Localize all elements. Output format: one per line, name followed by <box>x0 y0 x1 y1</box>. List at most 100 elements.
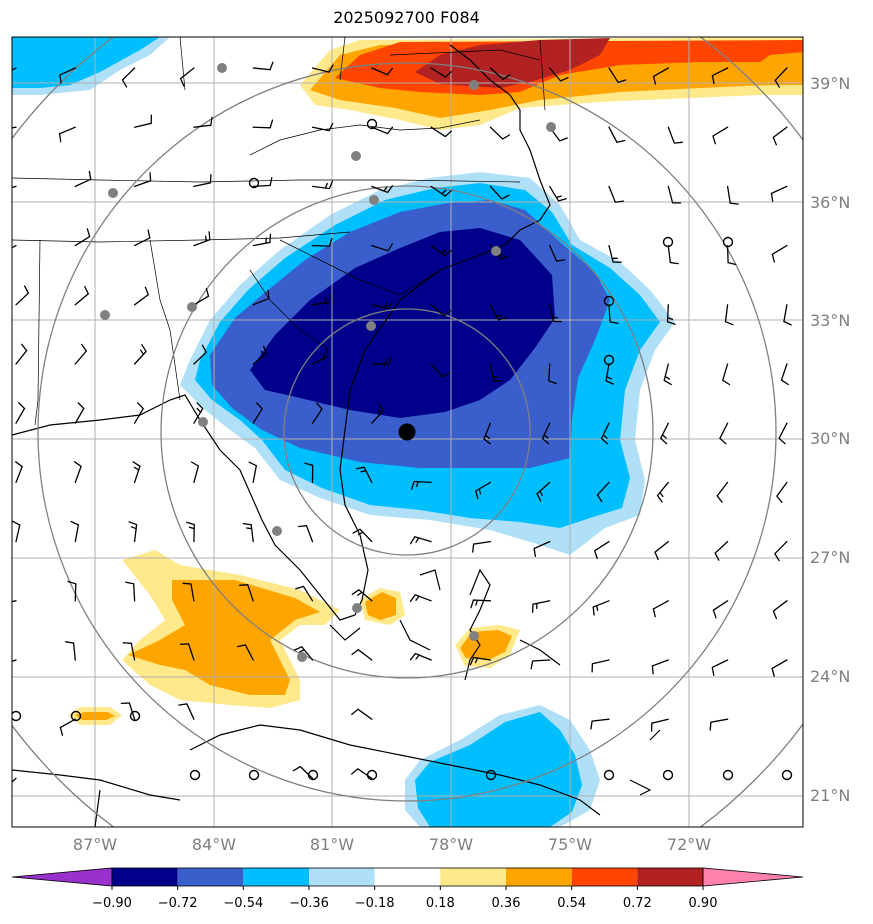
colorbar-tick-label: 0.90 <box>689 896 718 911</box>
wind-barb <box>596 481 610 503</box>
wind-barb <box>605 363 614 385</box>
wind-barb <box>430 304 452 317</box>
wind-barb <box>474 481 492 500</box>
wind-barb <box>133 344 147 365</box>
wind-barb <box>12 520 21 543</box>
wind-barb <box>549 126 568 142</box>
wind-barb <box>771 244 788 263</box>
wind-barb <box>371 356 392 366</box>
wind-barb <box>371 67 394 76</box>
calm-markers <box>12 118 793 781</box>
wind-barb <box>12 777 17 783</box>
wind-barb <box>12 600 17 603</box>
wind-barb <box>714 540 729 561</box>
wind-barb <box>590 718 610 730</box>
colorbar-tick-label: 0.72 <box>623 896 652 911</box>
wind-barb <box>311 64 334 73</box>
wind-barb <box>297 525 314 543</box>
wind-barb <box>608 67 627 84</box>
wind-barb <box>724 304 734 326</box>
lon-label: 78°W <box>429 835 473 854</box>
wind-barb <box>242 522 254 543</box>
colorbar-segment <box>374 868 441 886</box>
lat-label: 27°N <box>810 548 850 567</box>
lon-labels: 87°W 84°W 81°W 78°W 75°W 72°W <box>73 835 711 854</box>
wind-barb <box>489 185 510 200</box>
wind-barb <box>712 600 729 619</box>
lon-label: 81°W <box>310 835 354 854</box>
lon-label: 72°W <box>667 835 711 854</box>
colorbar-segment <box>243 868 309 886</box>
wind-barb <box>778 422 788 445</box>
wind-barb <box>295 585 314 602</box>
wind-barb <box>780 363 789 386</box>
wind-barb <box>536 481 551 502</box>
colorbar-tick-label: 0.18 <box>426 896 455 911</box>
wind-barb <box>351 708 373 720</box>
wind-barb <box>74 170 92 188</box>
wind-barb <box>489 304 507 321</box>
colorbar-extend-high <box>702 867 804 887</box>
colorbar-tick-label: −0.54 <box>223 896 263 911</box>
wind-barb <box>772 600 788 620</box>
wind-barb <box>549 185 567 202</box>
colorbar-segment <box>309 868 375 886</box>
lat-label: 30°N <box>810 429 850 448</box>
colorbar-tick-label: −0.18 <box>355 896 395 911</box>
lat-labels: 21°N 24°N 27°N 30°N 33°N 36°N 39°N <box>810 74 850 805</box>
colorbar-segment <box>506 868 572 886</box>
colorbar-segment <box>637 868 703 886</box>
wind-barb <box>252 289 270 306</box>
wind-barb <box>409 536 432 545</box>
wind-barb <box>65 641 76 661</box>
wind-barb <box>12 185 17 189</box>
wind-barb <box>133 172 152 188</box>
wind-barb <box>355 466 373 484</box>
wind-barb <box>311 237 333 247</box>
wind-barb <box>193 344 208 365</box>
storm-center-marker <box>398 423 416 441</box>
wind-barb <box>430 126 452 138</box>
wind-barb <box>667 126 683 144</box>
wind-barb <box>652 600 669 618</box>
wind-barb <box>125 581 136 602</box>
wind-barb <box>293 646 314 661</box>
wind-barb <box>600 422 610 445</box>
wind-barb <box>351 648 373 661</box>
colorbar-segment <box>112 868 178 886</box>
wind-barb <box>371 403 385 424</box>
borders <box>12 37 546 426</box>
wind-barb <box>133 286 150 306</box>
wind-barb <box>74 343 88 365</box>
wind-barb <box>74 285 90 306</box>
wind-barb <box>772 126 788 146</box>
wind-barb <box>410 480 432 490</box>
wind-barb <box>252 119 274 129</box>
wind-barb <box>472 540 492 553</box>
wind-barb <box>652 67 669 85</box>
wind-barb <box>74 402 85 424</box>
wind-barb <box>409 594 432 603</box>
wind-barb <box>726 185 739 205</box>
wind-barb <box>656 481 669 503</box>
wind-barb <box>351 588 373 602</box>
wind-barb <box>709 718 729 731</box>
wind-barb <box>311 402 323 424</box>
wind-barb <box>133 402 145 424</box>
wind-barb <box>252 345 268 365</box>
wind-barb <box>592 600 610 616</box>
wind-barb <box>654 540 669 561</box>
wind-barb <box>133 114 153 128</box>
wind-barbs <box>12 61 792 783</box>
wind-barb <box>120 702 136 720</box>
lat-label: 24°N <box>810 667 850 686</box>
wind-barb <box>193 287 210 306</box>
colorbar: −0.90 −0.72 −0.54 −0.36 −0.18 0.18 0.36 0.54 0.7… <box>11 867 804 911</box>
wind-barb <box>67 580 77 602</box>
wind-barb <box>608 126 626 143</box>
wind-barb <box>371 126 394 135</box>
wind-barb <box>311 293 331 306</box>
anomaly-positive-south <box>68 550 520 725</box>
